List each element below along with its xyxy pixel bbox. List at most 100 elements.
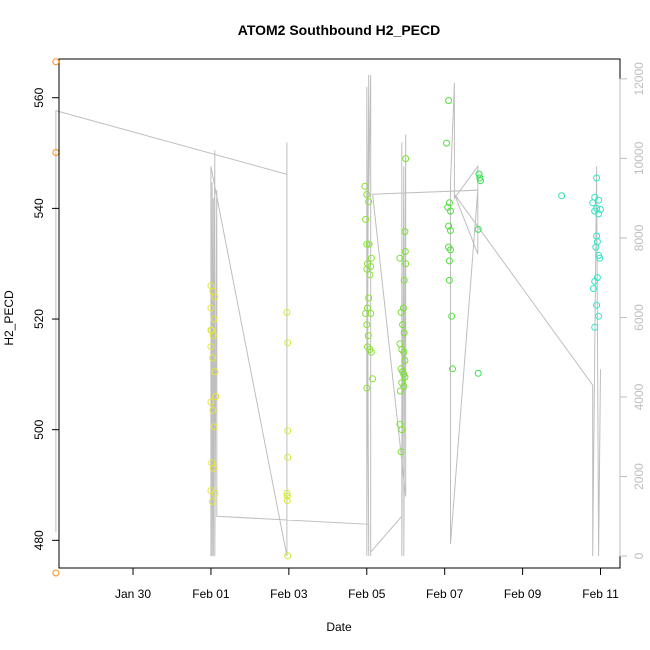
data-point [474,225,482,233]
x-axis-label: Date [326,620,352,634]
secondary-line-layer [55,74,601,557]
data-point [212,393,220,400]
data-point [595,210,603,218]
data-point [445,199,453,207]
data-point [52,58,60,66]
data-point [447,207,454,215]
data-point [401,357,409,364]
data-point [365,294,373,302]
data-point [207,304,215,312]
chart-title: ATOM2 Southbound H2_PECD [238,22,440,38]
y2-tick-label: 8000 [632,224,646,251]
data-point [284,339,292,347]
data-point [363,321,371,329]
y2-tick-label: 0 [632,552,646,559]
data-point [363,384,371,392]
data-point [365,240,373,248]
data-point [475,170,483,178]
y-axis-label: H2_PECD [2,290,16,346]
data-point [447,246,454,254]
data-point [445,97,453,104]
data-point [400,276,408,284]
data-point [367,254,375,262]
data-point [283,497,291,504]
data-point [400,348,408,356]
x-tick-label: Feb 05 [348,587,386,601]
data-point [401,248,409,255]
data-point [367,348,375,356]
y-tick-label: 560 [32,87,46,107]
data-point [591,323,599,331]
x-tick-label: Jan 30 [115,587,151,601]
data-point [477,177,484,185]
data-point [363,191,371,198]
data-point [283,489,291,497]
data-point [593,174,601,182]
data-point [449,365,456,373]
data-point [209,498,216,506]
data-point [443,139,451,147]
data-point [590,285,597,293]
x-tick-label: Feb 11 [582,587,619,601]
data-point [400,329,408,337]
data-point [396,387,404,395]
data-point [402,155,410,163]
data-point [209,354,216,362]
data-point [399,321,407,329]
data-point [476,174,484,182]
x-tick-label: Feb 01 [192,587,230,601]
x-tick-label: Feb 09 [504,587,542,601]
data-point [474,369,482,377]
y2-axis: 0 2000 4000 6000 8000 10000 12000 [619,62,646,559]
data-point [589,199,597,207]
data-point [207,343,215,351]
x-tick-label: Feb 07 [426,587,464,601]
data-point [361,182,369,190]
data-point [210,315,218,323]
y2-tick-label: 2000 [632,463,646,490]
data-point [558,192,566,200]
data-point [401,373,409,381]
data-point [210,423,218,431]
data-point [398,379,406,387]
data-point [363,240,371,248]
y-tick-label: 520 [32,309,46,329]
data-point [211,368,219,376]
data-point [591,277,599,285]
y-tick-label: 480 [32,530,46,550]
data-point [596,254,604,262]
data-point [400,383,408,390]
data-point [364,332,372,340]
data-point [363,265,371,273]
x-axis: Jan 30 Feb 01 Feb 03 Feb 05 Feb 07 Feb 09 Feb … [115,567,619,601]
data-point [593,301,601,309]
data-point [284,552,292,560]
data-point [396,254,404,262]
data-point [209,464,217,472]
data-point [211,489,219,497]
data-point [284,427,292,435]
data-point [398,426,406,434]
data-point [401,228,409,236]
data-point [362,215,370,223]
data-point [283,308,291,316]
data-point [369,375,377,383]
data-point [207,398,215,406]
y-axis: 480 500 520 540 560 [32,87,60,550]
data-point [445,257,453,265]
x-tick-label: Feb 03 [270,587,308,601]
y2-tick-label: 12000 [632,62,646,96]
data-point [592,243,600,251]
data-point [362,310,370,317]
data-point [207,326,215,334]
y-tick-label: 540 [32,198,46,218]
data-point [445,222,453,230]
y2-tick-label: 6000 [632,304,646,331]
data-point [447,227,454,234]
data-point [364,343,371,351]
data-point [366,271,374,279]
data-point [595,196,603,204]
secondary-series-line [55,74,601,557]
y2-tick-label: 10000 [632,141,646,175]
